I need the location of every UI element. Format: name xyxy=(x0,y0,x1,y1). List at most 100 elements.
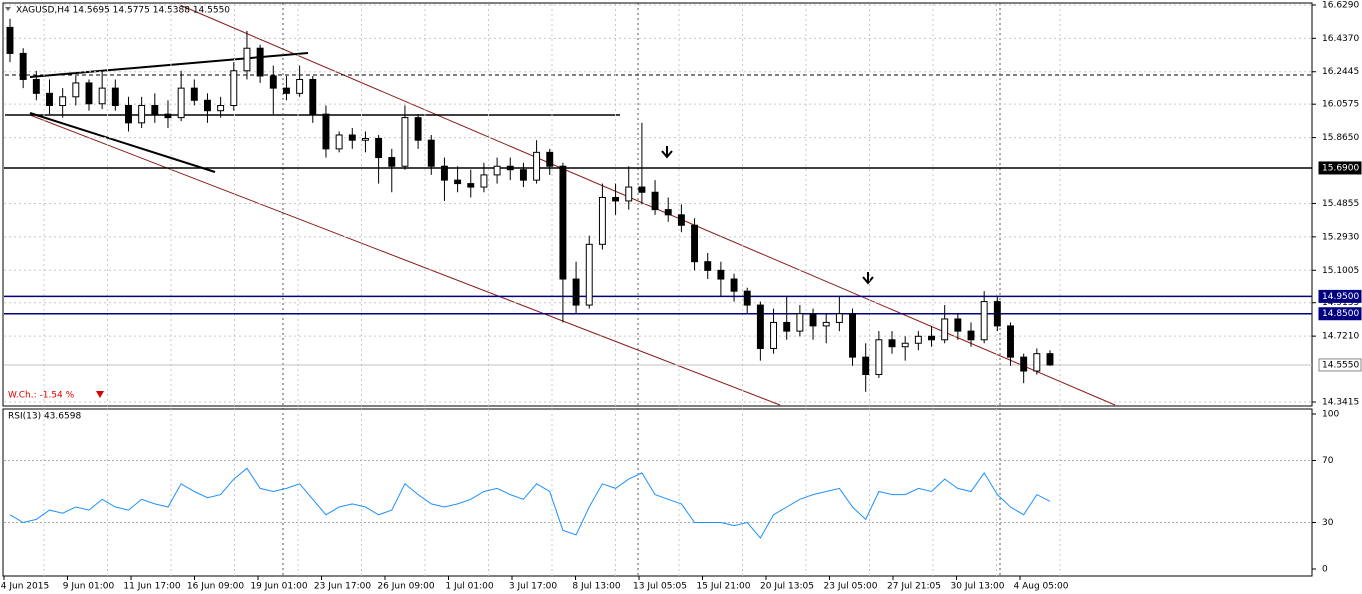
x-tick-label: 3 Jul 17:00 xyxy=(509,582,558,592)
candle-body xyxy=(230,70,238,106)
x-tick-label: 9 Jun 01:00 xyxy=(63,582,115,592)
candle-body xyxy=(796,313,804,332)
y-tick-label: 15.8650 xyxy=(1322,133,1359,143)
x-tick-label: 4 Jun 2015 xyxy=(1,582,49,592)
x-tick-label: 4 Aug 05:00 xyxy=(1014,582,1069,592)
channel-upper xyxy=(179,4,1116,406)
candle-body xyxy=(282,87,290,94)
candle-body xyxy=(901,342,909,348)
candle-body xyxy=(585,243,593,306)
menu-icon[interactable] xyxy=(5,7,11,11)
candle-body xyxy=(72,82,80,98)
candle-body xyxy=(941,318,949,341)
level-box xyxy=(1318,307,1362,321)
candle-body xyxy=(177,87,185,119)
rsi-line xyxy=(9,467,1051,539)
candle-body xyxy=(559,165,567,280)
x-tick-label: 27 Jul 21:05 xyxy=(887,582,941,592)
y-tick-label: 15.1005 xyxy=(1322,266,1359,276)
x-tick-label: 20 Jul 13:05 xyxy=(760,582,814,592)
candle-body xyxy=(888,339,896,348)
level-box xyxy=(1318,289,1362,303)
candle-body xyxy=(46,92,53,106)
candle-body xyxy=(269,75,277,89)
candle-body xyxy=(849,313,856,358)
level-label: 15.6900 xyxy=(1322,163,1359,173)
candle-body xyxy=(19,52,27,80)
x-tick-label: 13 Jul 05:05 xyxy=(633,582,687,592)
candle-body xyxy=(519,169,527,181)
candle-body xyxy=(928,335,935,341)
candle-body xyxy=(256,47,264,77)
candle-body xyxy=(598,196,606,245)
drawings xyxy=(5,3,1312,576)
level-label: 14.8500 xyxy=(1322,309,1359,319)
candle-body xyxy=(875,339,883,375)
candle-body xyxy=(243,47,251,72)
candle-body xyxy=(32,78,40,94)
rsi-title: RSI(13) 43.6598 xyxy=(8,412,81,422)
candle-body xyxy=(151,104,159,115)
y-tick-label: 16.6290 xyxy=(1322,1,1359,11)
trend-line xyxy=(29,112,216,173)
rsi-panel xyxy=(2,408,1313,577)
candle-body xyxy=(822,321,830,327)
y-tick-label: 16.0575 xyxy=(1322,100,1359,110)
candle-body xyxy=(98,87,106,105)
candle-body xyxy=(138,104,146,124)
price-panel xyxy=(2,2,1313,407)
candle-body xyxy=(440,165,448,181)
candle-body xyxy=(664,209,672,216)
candle-body xyxy=(677,214,685,226)
y-tick-label: 14.3415 xyxy=(1322,398,1359,408)
candle-body xyxy=(190,87,198,101)
candle-body xyxy=(717,269,725,280)
candle-body xyxy=(361,137,369,141)
candle-body xyxy=(111,87,119,106)
y-tick-label: 15.2930 xyxy=(1322,232,1359,242)
weekly-change: W.Ch.: -1.54 % xyxy=(8,391,75,401)
candle-body xyxy=(993,301,1001,327)
candle-body xyxy=(743,290,751,306)
level-box xyxy=(1318,161,1362,175)
x-tick-label: 30 Jul 13:00 xyxy=(951,582,1005,592)
chart-title: XAGUSD,H4 14.5695 14.5775 14.5388 14.555… xyxy=(16,6,230,16)
candle-body xyxy=(348,134,356,141)
candle-body xyxy=(862,356,870,375)
level-label: 14.5550 xyxy=(1322,360,1359,370)
level-label: 14.9500 xyxy=(1322,292,1359,302)
candle-body xyxy=(217,104,225,112)
candle-body xyxy=(1020,356,1028,372)
candle-body xyxy=(454,179,462,185)
candle-body xyxy=(572,278,580,306)
x-tick-label: 1 Jul 01:00 xyxy=(445,582,494,592)
candle-body xyxy=(414,117,422,141)
y-tick-label: 14.9135 xyxy=(1322,298,1359,308)
candle-body xyxy=(296,78,304,94)
x-tick-label: 26 Jun 09:00 xyxy=(377,582,434,592)
rsi-tick-label: 100 xyxy=(1322,410,1339,420)
candle-body xyxy=(309,78,317,115)
x-tick-label: 8 Jul 13:00 xyxy=(572,582,621,592)
candle-body xyxy=(480,174,488,188)
candle-body xyxy=(638,186,646,193)
candle-body xyxy=(980,301,988,341)
y-tick-label: 14.7210 xyxy=(1322,332,1359,342)
candle-body xyxy=(493,165,501,176)
trend-line xyxy=(29,52,309,78)
candle-body xyxy=(1033,353,1041,372)
candle-body xyxy=(6,26,14,54)
candle-body xyxy=(388,157,396,167)
candle-body xyxy=(335,134,343,150)
candle-body xyxy=(612,196,620,202)
candle-body xyxy=(204,99,211,112)
candle-body xyxy=(691,224,699,263)
candle-body xyxy=(967,330,975,341)
candle-body xyxy=(914,335,922,344)
y-tick-label: 16.4370 xyxy=(1322,34,1359,44)
candle-body xyxy=(704,261,712,271)
arrow-down xyxy=(661,146,673,159)
candle-body xyxy=(651,191,659,211)
candle-body xyxy=(164,113,172,119)
